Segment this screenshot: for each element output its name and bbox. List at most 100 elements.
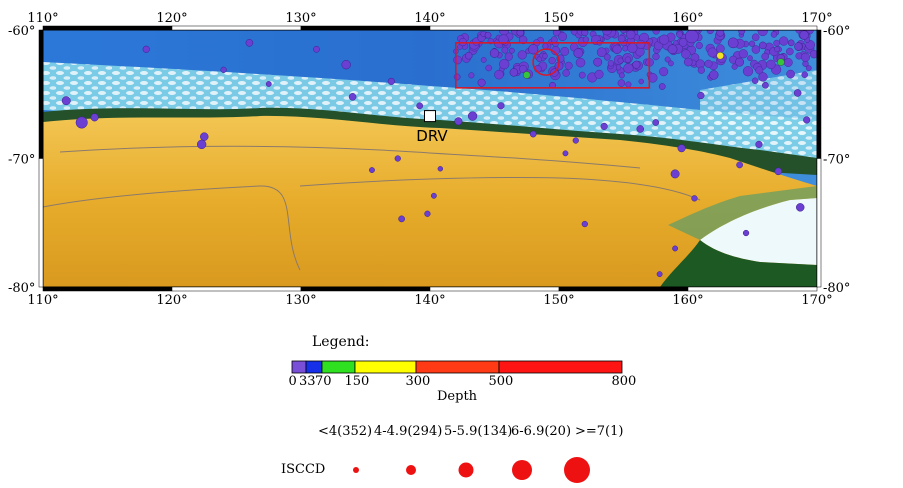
event-dot xyxy=(759,41,767,50)
event-dot xyxy=(751,77,759,85)
event-dot xyxy=(220,66,227,73)
event-dot xyxy=(437,166,444,172)
event-dot xyxy=(773,39,780,47)
elevation-contour xyxy=(43,176,701,271)
event-dot xyxy=(313,45,320,53)
event-dot xyxy=(625,81,632,88)
event-dot xyxy=(90,113,99,122)
event-dot xyxy=(424,210,431,217)
event-dot xyxy=(617,79,626,87)
frame-tick-top xyxy=(300,25,431,31)
event-dot xyxy=(477,78,486,87)
event-dot xyxy=(787,39,795,47)
frame-tick-top xyxy=(687,25,818,31)
event-dot xyxy=(681,49,691,59)
event-dot xyxy=(453,73,461,81)
earthquake-events xyxy=(61,30,817,278)
event-dot xyxy=(341,60,351,70)
event-dot xyxy=(518,35,528,45)
event-dot xyxy=(709,70,719,80)
event-dot xyxy=(685,30,699,44)
event-dot xyxy=(667,44,678,55)
depth-bin xyxy=(321,360,356,374)
event-dot xyxy=(786,69,795,79)
lon-tick-bottom: 160° xyxy=(672,293,703,308)
event-dot xyxy=(622,45,629,52)
event-dot xyxy=(647,73,658,83)
event-dot xyxy=(528,44,539,55)
depth-bin xyxy=(498,360,623,374)
event-dot xyxy=(742,66,754,77)
event-dot xyxy=(564,61,573,70)
event-dot xyxy=(755,140,763,148)
event-dot xyxy=(659,67,669,77)
event-dot xyxy=(581,220,588,228)
event-dot xyxy=(668,60,674,67)
event-dot xyxy=(509,47,515,54)
frame-tick-bottom xyxy=(300,286,431,292)
event-dot xyxy=(766,59,776,70)
event-dot-special xyxy=(523,71,531,79)
event-dot xyxy=(658,83,666,90)
depth-tick: 33 xyxy=(299,374,316,389)
event-dot xyxy=(793,89,802,97)
event-dot xyxy=(197,139,207,150)
frame-tick-left xyxy=(38,158,44,288)
depth-tick: 300 xyxy=(405,374,431,389)
lon-tick-bottom: 150° xyxy=(543,293,574,308)
event-dot xyxy=(697,91,705,100)
event-dot xyxy=(786,47,794,56)
frame-tick-top xyxy=(171,25,302,31)
lon-tick-top: 170° xyxy=(801,11,832,26)
magnitude-class-label: 4-4.9(294) xyxy=(374,424,443,439)
event-dot xyxy=(602,30,612,36)
event-dot xyxy=(542,43,549,50)
event-dot xyxy=(620,30,627,34)
event-dot xyxy=(494,69,504,80)
event-dot xyxy=(536,56,543,63)
event-dot xyxy=(200,132,209,141)
event-dot xyxy=(596,47,607,58)
station-drv-label: DRV xyxy=(416,127,448,145)
event-dot xyxy=(485,64,492,72)
iscc-circle xyxy=(353,467,359,473)
event-dot xyxy=(499,58,510,70)
lon-tick-top: 150° xyxy=(543,11,574,26)
magnitude-class-label: 5-5.9(134) xyxy=(444,424,513,439)
event-dot xyxy=(562,69,570,77)
event-dot xyxy=(542,53,548,59)
event-dot xyxy=(659,34,670,45)
legend-title: Legend: xyxy=(312,334,370,350)
event-dot xyxy=(695,41,703,50)
event-dot xyxy=(519,64,528,73)
lon-tick-top: 160° xyxy=(672,11,703,26)
event-dot xyxy=(617,34,626,43)
event-dot xyxy=(468,72,475,79)
event-dot xyxy=(707,47,718,58)
depth-tick: 500 xyxy=(488,374,514,389)
ross-sea xyxy=(660,240,817,287)
frame-tick-right xyxy=(816,29,822,159)
lon-tick-bottom: 170° xyxy=(801,293,832,308)
lat-tick-left: -80° xyxy=(8,281,35,296)
event-dot xyxy=(623,63,634,74)
lat-tick-right: -60° xyxy=(823,24,850,39)
event-dot xyxy=(683,57,693,67)
event-dot xyxy=(489,48,500,58)
highlight-circle xyxy=(532,48,560,76)
event-dot xyxy=(558,32,567,41)
event-dot xyxy=(484,31,492,39)
event-dot xyxy=(562,150,569,157)
event-dot xyxy=(736,161,743,169)
event-dot xyxy=(504,52,513,61)
event-dot xyxy=(761,52,769,61)
lat-tick-right: -70° xyxy=(823,153,850,168)
depth-bin xyxy=(354,360,417,374)
event-dot xyxy=(677,144,686,153)
event-dot xyxy=(727,37,739,49)
depth-bin xyxy=(415,360,500,374)
event-dot xyxy=(758,72,768,82)
event-dot xyxy=(636,125,645,133)
event-dot xyxy=(779,36,789,46)
